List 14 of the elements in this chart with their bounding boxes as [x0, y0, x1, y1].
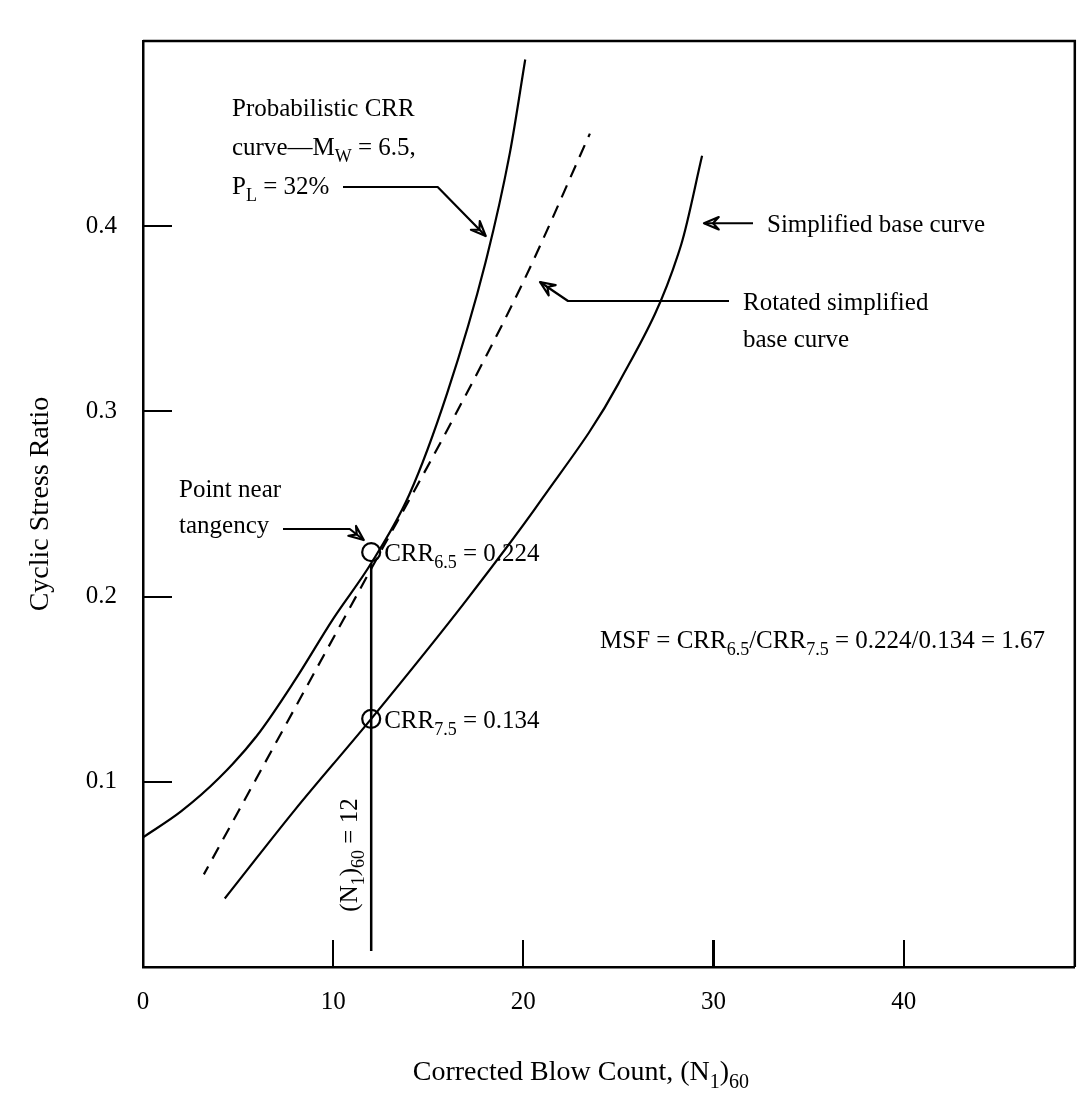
- x-tick-label: 20: [510, 986, 536, 1014]
- y-tick-label: 0.2: [85, 581, 117, 609]
- y-tick-label: 0.1: [85, 766, 117, 794]
- ref-line-label: (N1)60 = 12: [335, 798, 369, 912]
- x-tick-label: 30: [700, 986, 726, 1014]
- annotation: Point near tangency: [179, 475, 282, 538]
- x-tick-label: 10: [320, 986, 346, 1014]
- annotation: Rotated simplified base curve: [743, 288, 929, 352]
- annotation: Simplified base curve: [767, 210, 985, 237]
- y-axis-title: Cyclic Stress Ratio: [23, 396, 54, 612]
- y-tick-label: 0.3: [85, 395, 117, 423]
- y-tick-label: 0.4: [85, 210, 118, 238]
- x-tick-label: 40: [891, 986, 917, 1014]
- x-tick-label: 0: [136, 986, 150, 1014]
